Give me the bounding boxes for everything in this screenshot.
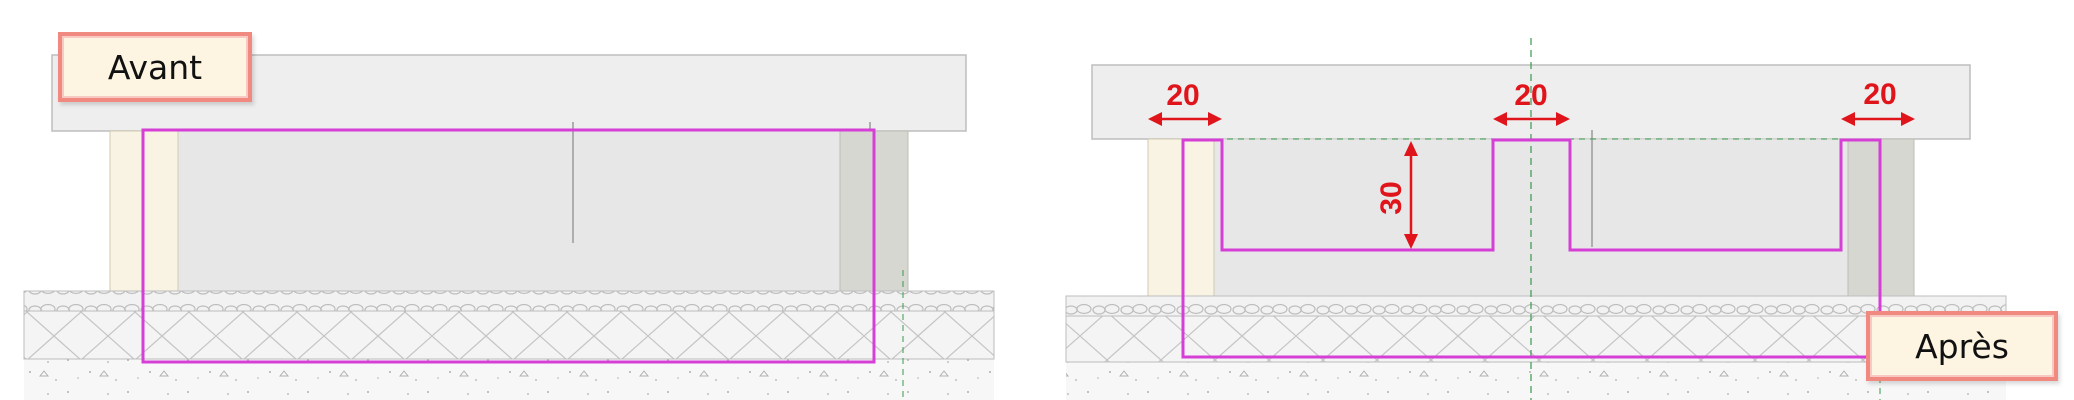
after-label: Après: [1866, 311, 2058, 381]
before-label-text: Avant: [107, 47, 203, 87]
after-section: 20 20 20 30: [1065, 38, 2007, 400]
gravel-layer-after: [1065, 295, 2007, 317]
gravel-layer-before: [23, 290, 995, 312]
concrete-layer-before: [24, 359, 994, 400]
concrete-layer-after: [1066, 362, 2006, 400]
dimension-depth-arrow: [1404, 141, 1418, 249]
cut-outline-before: [141, 128, 876, 364]
insulation-layer-before: [23, 310, 995, 360]
left-column-after: [1147, 138, 1215, 297]
dimension-right-arrow: [1841, 112, 1915, 126]
after-label-text: Après: [1915, 326, 2009, 366]
dimension-left-label: 20: [1166, 79, 1199, 112]
insulation-layer-after: [1065, 315, 2007, 363]
back-wall-before: [177, 130, 841, 292]
before-label: Avant: [58, 32, 252, 102]
dimension-right-label: 20: [1863, 78, 1896, 111]
dimension-center-arrow: [1493, 112, 1570, 126]
dimension-center-label: 20: [1514, 79, 1547, 112]
dimension-left-arrow: [1148, 112, 1222, 126]
before-section: [23, 54, 995, 400]
dimension-depth-label: 30: [1375, 181, 1408, 214]
